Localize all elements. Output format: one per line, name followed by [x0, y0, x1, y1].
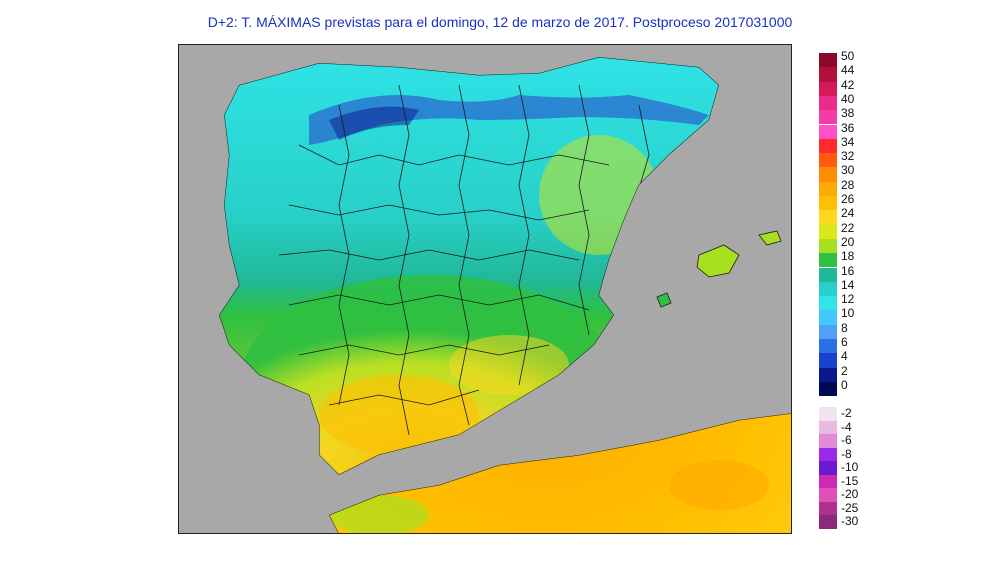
legend-swatch [819, 420, 837, 434]
legend-swatch [819, 238, 837, 254]
legend-swatch [819, 310, 837, 325]
legend-swatch [819, 138, 837, 154]
legend-swatch [819, 353, 837, 368]
legend-label: 44 [841, 63, 855, 78]
legend-swatch [819, 267, 837, 282]
legend-label: -15 [841, 473, 859, 488]
legend-swatch [819, 296, 837, 311]
legend-label: -10 [841, 460, 859, 474]
legend-label: 24 [841, 206, 855, 221]
legend-label: 2 [841, 363, 848, 378]
legend-swatch [819, 381, 837, 397]
legend-label: 6 [841, 335, 848, 349]
legend-swatch [819, 434, 837, 448]
legend-swatch [819, 110, 837, 125]
legend-swatch [819, 210, 837, 225]
legend-label: 40 [841, 91, 855, 106]
legend-swatch [819, 461, 837, 475]
legend-label: -4 [841, 419, 852, 434]
legend-label: 0 [841, 377, 848, 392]
legend-swatch [819, 153, 837, 168]
temperature-map [178, 44, 792, 534]
legend-label: 4 [841, 349, 848, 364]
legend-label: 32 [841, 149, 855, 164]
legend-swatch [819, 253, 837, 268]
color-legend: 50 44 42 40 38 36 34 32 30 28 26 24 22 20 18 16 14 12 10 8 6… [819, 49, 899, 533]
legend-label: 42 [841, 77, 855, 92]
legend-label: 36 [841, 120, 855, 135]
legend-swatch [819, 407, 837, 421]
legend-swatch [819, 95, 837, 111]
legend-label: 16 [841, 263, 855, 278]
legend-swatch [819, 447, 837, 461]
legend-label: 12 [841, 292, 855, 307]
legend-label: 30 [841, 163, 855, 178]
legend-swatch [819, 167, 837, 182]
legend-label: 14 [841, 277, 855, 292]
legend-label: 22 [841, 220, 855, 235]
legend-swatch [819, 501, 837, 515]
legend-label: 50 [841, 49, 855, 63]
legend-swatch [819, 224, 837, 239]
legend-label: 20 [841, 234, 855, 249]
map-title: D+2: T. MÁXIMAS previstas para el doming… [207, 14, 793, 30]
legend-swatch [819, 339, 837, 354]
iberia-map-svg [179, 45, 791, 533]
legend-swatch [819, 488, 837, 502]
legend-swatch [819, 67, 837, 82]
legend-label: -6 [841, 433, 852, 447]
legend-label: 34 [841, 134, 855, 149]
legend-label: 8 [841, 320, 848, 335]
province-borders [278, 84, 650, 436]
legend-label: 18 [841, 249, 855, 264]
legend-swatch [819, 281, 837, 297]
balearic-islands [656, 230, 782, 308]
legend-label: 28 [841, 177, 855, 192]
legend-swatch [819, 515, 837, 529]
legend-swatch [819, 181, 837, 196]
legend-swatch [819, 324, 837, 339]
legend-swatch [819, 196, 837, 211]
legend-swatch [819, 124, 837, 139]
legend-label: -25 [841, 500, 859, 515]
legend-label: -30 [841, 514, 859, 528]
legend-swatch [819, 367, 837, 382]
legend-label: 10 [841, 306, 855, 321]
legend-swatch [819, 53, 837, 68]
legend-label: 38 [841, 106, 855, 121]
legend-swatch [819, 81, 837, 96]
legend-label: -2 [841, 406, 852, 420]
legend-swatch [819, 474, 837, 488]
legend-label: -8 [841, 446, 852, 461]
legend-label: 26 [841, 192, 855, 206]
legend-label: -20 [841, 487, 859, 501]
